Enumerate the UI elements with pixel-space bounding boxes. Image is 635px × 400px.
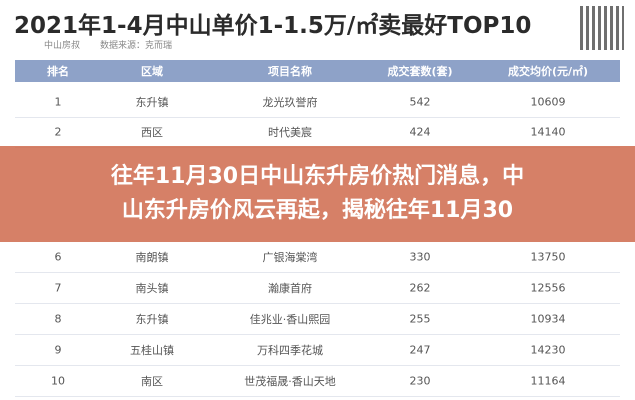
- table-cell: 东升镇: [135, 96, 169, 109]
- row-divider: [15, 396, 620, 397]
- table-cell: 247: [409, 343, 431, 357]
- row-divider: [15, 303, 620, 304]
- table-cell: 424: [409, 125, 431, 139]
- column-header: 成交均价(元/㎡): [507, 65, 589, 78]
- row-divider: [15, 334, 620, 335]
- table-header: 排名 区域 项目名称 成交套数(套) 成交均价(元/㎡): [15, 60, 620, 82]
- table-cell: 10609: [530, 95, 566, 109]
- row-divider: [15, 272, 620, 273]
- table-cell: 330: [409, 250, 431, 264]
- banner: 往年11月30日中山东升房价热门消息，中 山东升房价风云再起，揭秘往年11月30: [0, 146, 635, 242]
- banner-line: 往年11月30日中山东升房价热门消息，中: [110, 164, 525, 189]
- table-cell: 西区: [141, 126, 163, 139]
- table-cell: 14140: [530, 125, 566, 139]
- table-cell: 龙光玖誉府: [262, 96, 318, 109]
- table-cell: 230: [409, 374, 431, 388]
- table-cell: 世茂福晟·香山天地: [244, 375, 336, 388]
- author: 中山房叔: [44, 41, 81, 51]
- table-cell: 五桂山镇: [130, 344, 174, 357]
- table-cell: 542: [409, 95, 431, 109]
- table-cell: 1: [54, 95, 62, 109]
- table-cell: 13750: [530, 250, 566, 264]
- row-divider: [15, 117, 620, 118]
- table-cell: 瀚康首府: [268, 282, 312, 295]
- column-header: 项目名称: [268, 65, 312, 78]
- table-cell: 10934: [530, 312, 566, 326]
- title: 2021年1-4月中山单价1-1.5万/㎡卖最好TOP10: [14, 13, 532, 39]
- table-cell: 广银海棠湾: [262, 251, 318, 264]
- table-cell: 南头镇: [135, 282, 169, 295]
- table-cell: 佳兆业·香山熙园: [249, 313, 331, 326]
- column-header: 成交套数(套): [387, 65, 453, 78]
- table-cell: 万科四季花城: [257, 344, 323, 357]
- source: 数据来源：克而瑞: [100, 41, 173, 51]
- table-cell: 9: [54, 343, 62, 357]
- table-cell: 南区: [141, 375, 163, 388]
- table-cell: 东升镇: [135, 313, 169, 326]
- row-divider: [15, 365, 620, 366]
- table-cell: 7: [54, 281, 62, 295]
- table-cell: 10: [51, 374, 65, 388]
- table-cell: 8: [54, 312, 62, 326]
- banner-line: 山东升房价风云再起，揭秘往年11月30: [121, 198, 514, 223]
- column-header: 区域: [141, 65, 163, 78]
- qr-code: [580, 6, 624, 50]
- table-cell: 6: [54, 250, 62, 264]
- table-cell: 12556: [530, 281, 566, 295]
- table-cell: 南朗镇: [135, 251, 169, 264]
- column-header: 排名: [47, 65, 69, 78]
- table-cell: 14230: [530, 343, 566, 357]
- table-cell: 262: [409, 281, 431, 295]
- table-cell: 时代美宸: [268, 126, 312, 139]
- table-cell: 2: [54, 125, 62, 139]
- table-cell: 11164: [530, 374, 566, 388]
- table-cell: 255: [409, 312, 431, 326]
